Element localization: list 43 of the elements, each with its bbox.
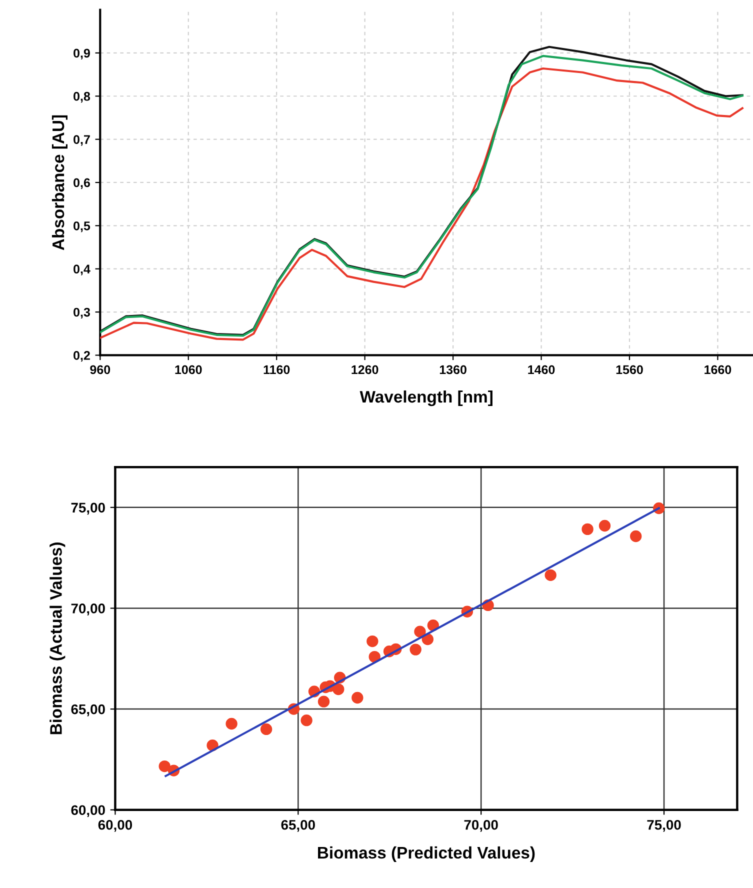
y-tick-label: 0,2 <box>74 351 90 362</box>
point <box>300 714 312 726</box>
x-tick-label: 1660 <box>704 365 732 374</box>
x-tick-label: 1460 <box>528 365 555 374</box>
point <box>226 718 238 730</box>
y-tick-label: 70,00 <box>71 604 105 616</box>
y-tick-label: 60,00 <box>71 805 105 818</box>
x-tick-label: 1260 <box>352 365 378 374</box>
x-tick-label: 1160 <box>264 365 290 374</box>
y-axis-title: Absorbance [AU] <box>52 115 68 250</box>
y-tick-label: 0,8 <box>74 92 90 103</box>
x-axis-title: Biomass (Predicted Values) <box>318 846 535 862</box>
x-tick-label: 960 <box>90 365 110 374</box>
x-tick-label: 60,00 <box>98 820 132 832</box>
x-tick-label: 65,00 <box>281 820 315 832</box>
y-tick-label: 65,00 <box>71 704 105 716</box>
x-axis-title: Wavelength [nm] <box>360 390 492 406</box>
y-tick-label: 0,5 <box>74 221 90 232</box>
point <box>318 696 330 708</box>
point <box>368 650 380 663</box>
y-tick-label: 0,9 <box>74 48 90 60</box>
x-tick-label: 70,00 <box>464 820 498 832</box>
point <box>544 569 556 582</box>
x-tick-label: 1060 <box>175 365 202 374</box>
y-axis-title: Biomass (Actual Values) <box>50 542 66 734</box>
point <box>414 626 426 638</box>
x-tick-label: 75,00 <box>647 820 681 832</box>
point <box>158 760 170 772</box>
point <box>410 644 422 656</box>
y-tick-label: 0,4 <box>74 264 90 276</box>
point <box>366 635 378 648</box>
x-tick-label: 1360 <box>440 365 466 374</box>
point <box>352 692 364 704</box>
x-tick-label: 1560 <box>616 365 643 374</box>
point <box>582 523 594 536</box>
point <box>598 520 611 532</box>
point <box>260 723 272 736</box>
y-tick-label: 0,3 <box>74 308 90 318</box>
y-tick-label: 0,6 <box>74 178 90 189</box>
y-tick-label: 75,00 <box>71 502 105 515</box>
point <box>630 530 642 542</box>
y-tick-label: 0,7 <box>74 135 90 146</box>
point <box>332 683 344 696</box>
